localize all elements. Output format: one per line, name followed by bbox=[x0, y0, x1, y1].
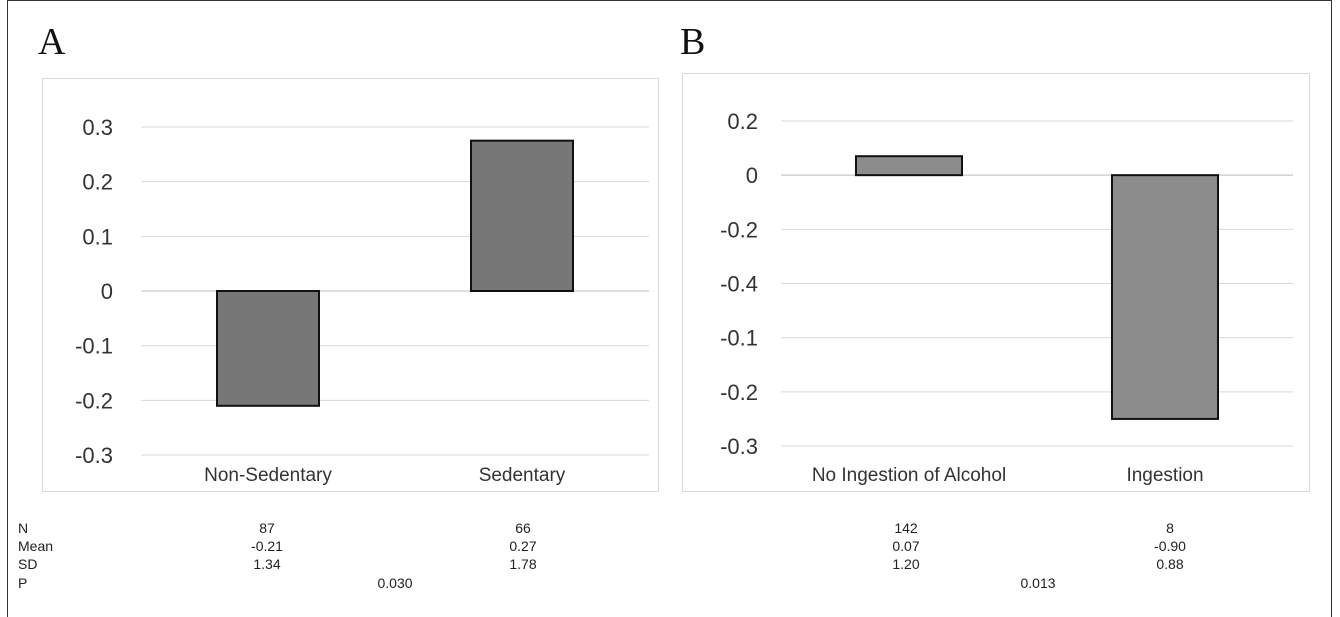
category-label: Non-Sedentary bbox=[204, 465, 332, 486]
chart-panel-a: 0.3 0.2 0.1 0 -0.1 -0.2 -0.3 Non-Sedentary Seden… bbox=[42, 78, 659, 492]
category-label: Sedentary bbox=[479, 465, 566, 486]
chart-a-svg: 0.3 0.2 0.1 0 -0.1 -0.2 -0.3 Non-Sedentary Seden… bbox=[75, 115, 649, 486]
y-tick-label: 0.3 bbox=[82, 115, 113, 140]
stat-b-no-ingestion-sd: 1.20 bbox=[892, 556, 920, 572]
bar-sedentary bbox=[470, 139, 574, 292]
bar-ingestion bbox=[1111, 174, 1219, 420]
y-tick-label: 0.2 bbox=[82, 170, 113, 195]
y-tick-label: -0.3 bbox=[75, 443, 113, 468]
y-tick-label: -0.4 bbox=[720, 272, 758, 297]
y-tick-label: 0 bbox=[101, 279, 113, 304]
stat-a-non-sedentary-mean: -0.21 bbox=[251, 538, 283, 554]
category-label: Ingestion bbox=[1126, 465, 1203, 486]
y-tick-label: -0.2 bbox=[720, 217, 758, 242]
y-tick-label: 0.1 bbox=[82, 224, 113, 249]
stat-b-no-ingestion-mean: 0.07 bbox=[892, 538, 920, 554]
stats-label-sd: SD bbox=[18, 556, 38, 572]
stat-a-non-sedentary-n: 87 bbox=[259, 520, 275, 536]
stat-b-p: 0.013 bbox=[1020, 575, 1056, 591]
stat-a-sedentary-n: 66 bbox=[515, 520, 531, 536]
figure-border bbox=[7, 0, 1332, 617]
panel-b-letter: B bbox=[680, 21, 706, 63]
y-tick-label: -0.1 bbox=[720, 326, 758, 351]
stats-label-p: P bbox=[18, 575, 28, 591]
stat-a-p: 0.030 bbox=[377, 575, 413, 591]
panel-a-letter: A bbox=[38, 21, 66, 63]
y-tick-label: -0.1 bbox=[75, 334, 113, 359]
stats-label-n: N bbox=[18, 520, 29, 536]
stat-b-no-ingestion-n: 142 bbox=[894, 520, 918, 536]
stat-b-ingestion-mean: -0.90 bbox=[1154, 538, 1186, 554]
stat-a-sedentary-mean: 0.27 bbox=[509, 538, 537, 554]
y-tick-label: 0.2 bbox=[727, 109, 758, 134]
bar-no-ingestion-of-alcohol bbox=[855, 155, 963, 177]
y-tick-label: -0.3 bbox=[720, 434, 758, 459]
y-tick-label: 0 bbox=[746, 163, 758, 188]
chart-b-svg: 0.2 0 -0.2 -0.4 -0.1 -0.2 -0.3 No Ingestion of … bbox=[720, 109, 1293, 486]
category-label: No Ingestion of Alcohol bbox=[812, 465, 1006, 486]
stat-b-ingestion-n: 8 bbox=[1166, 520, 1174, 536]
y-tick-label: -0.2 bbox=[75, 388, 113, 413]
stat-a-non-sedentary-sd: 1.34 bbox=[253, 556, 281, 572]
stat-b-ingestion-sd: 0.88 bbox=[1156, 556, 1184, 572]
bar-non-sedentary bbox=[216, 290, 320, 407]
y-tick-label: -0.2 bbox=[720, 380, 758, 405]
stats-label-mean: Mean bbox=[18, 538, 54, 554]
chart-panel-b: 0.2 0 -0.2 -0.4 -0.1 -0.2 -0.3 No Ingestion of … bbox=[682, 73, 1310, 492]
stat-a-sedentary-sd: 1.78 bbox=[509, 556, 537, 572]
